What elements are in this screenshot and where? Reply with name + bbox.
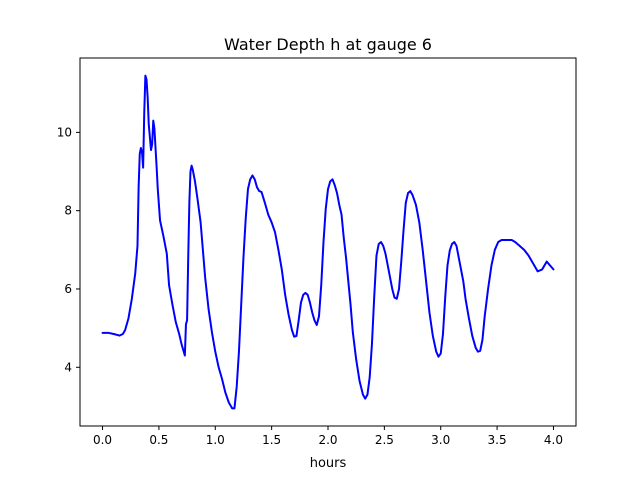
x-tick-label: 0.5	[149, 433, 168, 447]
x-tick-label: 3.0	[431, 433, 450, 447]
x-tick-label: 0.0	[93, 433, 112, 447]
x-tick-label: 2.0	[318, 433, 337, 447]
y-tick-label: 4	[64, 360, 72, 374]
x-tick-label: 2.5	[375, 433, 394, 447]
x-tick-label: 3.5	[488, 433, 507, 447]
x-axis: 0.0 0.5 1.0 1.5 2.0 2.5 3.0 3.5 4.0	[93, 426, 563, 447]
x-tick-label: 4.0	[544, 433, 563, 447]
y-axis: 4 6 8 10	[57, 125, 80, 374]
x-tick-label: 1.0	[206, 433, 225, 447]
chart-title: Water Depth h at gauge 6	[224, 35, 432, 54]
y-tick-label: 6	[64, 282, 72, 296]
series-line-water-depth	[101, 74, 555, 410]
x-axis-label: hours	[310, 456, 347, 471]
y-tick-label: 8	[64, 204, 72, 218]
y-tick-label: 10	[57, 125, 72, 139]
x-tick-label: 1.5	[262, 433, 281, 447]
